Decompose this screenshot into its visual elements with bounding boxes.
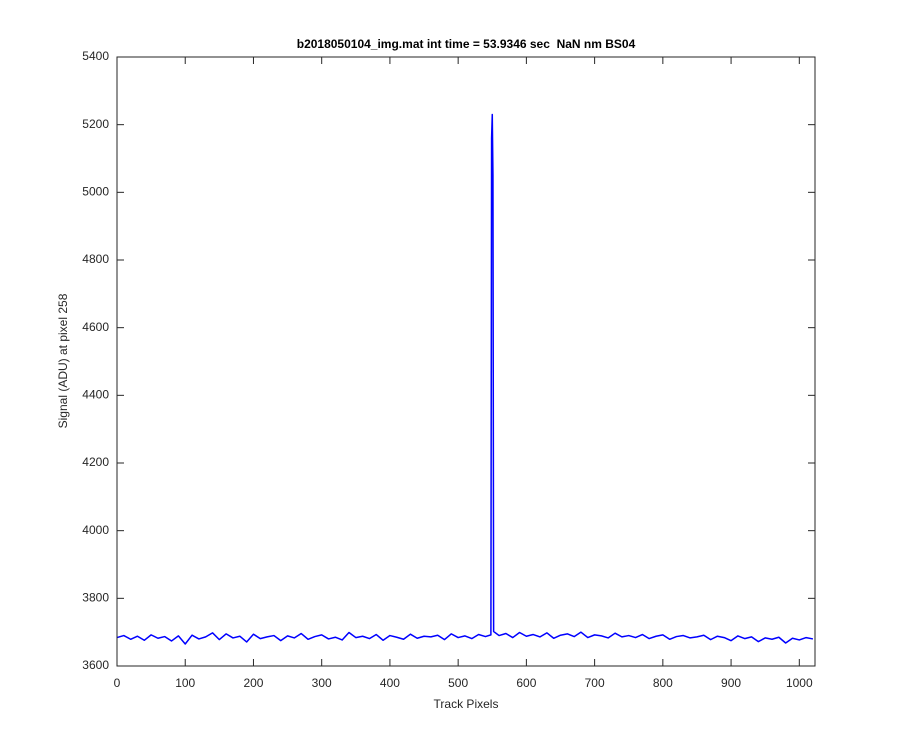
y-axis-label: Signal (ADU) at pixel 258 bbox=[56, 293, 70, 428]
x-tick-label: 100 bbox=[175, 676, 195, 690]
y-tick-label: 5000 bbox=[82, 185, 109, 199]
y-tick-label: 4200 bbox=[82, 455, 109, 469]
data-line bbox=[116, 113, 814, 645]
y-tick-label: 4800 bbox=[82, 252, 109, 266]
y-tick-label: 5400 bbox=[82, 49, 109, 63]
x-tick-label: 600 bbox=[516, 676, 536, 690]
y-tick-label: 4400 bbox=[82, 388, 109, 402]
y-tick-label: 5200 bbox=[82, 117, 109, 131]
y-tick-label: 3800 bbox=[82, 591, 109, 605]
x-tick-label: 700 bbox=[585, 676, 605, 690]
x-tick-label: 400 bbox=[380, 676, 400, 690]
chart-title: b2018050104_img.mat int time = 53.9346 s… bbox=[297, 37, 636, 51]
x-tick-label: 500 bbox=[448, 676, 468, 690]
x-tick-label: 800 bbox=[653, 676, 673, 690]
y-tick-label: 3600 bbox=[82, 658, 109, 672]
x-tick-label: 300 bbox=[312, 676, 332, 690]
x-tick-label: 200 bbox=[243, 676, 263, 690]
x-tick-label: 1000 bbox=[786, 676, 813, 690]
x-tick-label: 0 bbox=[114, 676, 121, 690]
y-tick-label: 4000 bbox=[82, 523, 109, 537]
x-axis-label: Track Pixels bbox=[434, 697, 499, 711]
y-tick-label: 4600 bbox=[82, 320, 109, 334]
plot-frame bbox=[116, 56, 816, 667]
x-tick-label: 900 bbox=[721, 676, 741, 690]
